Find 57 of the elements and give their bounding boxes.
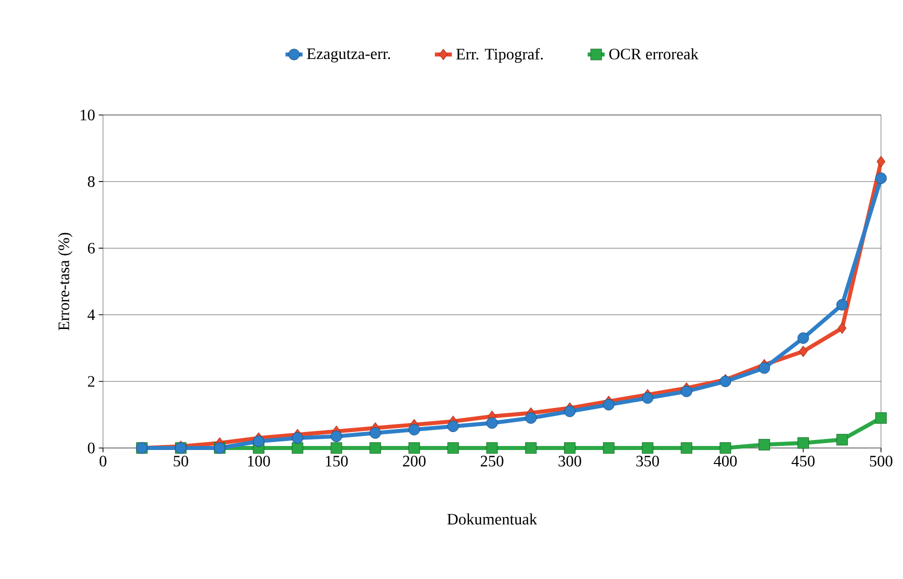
x-tick-label: 350 (636, 456, 659, 467)
x-tick-label: 150 (326, 456, 348, 467)
y-tick-label: 4 (88, 310, 95, 320)
point (875, 172, 887, 184)
x-tick-label: 100 (248, 456, 270, 467)
x-tick-label: 500 (870, 456, 892, 467)
point (720, 442, 732, 454)
point (252, 436, 264, 448)
y-tick-label: 0 (88, 442, 95, 454)
point (680, 442, 692, 454)
point (447, 420, 459, 432)
y-tick-label: 2 (88, 376, 94, 387)
point (797, 437, 809, 449)
x-tick-label: 450 (792, 456, 815, 467)
point (758, 362, 770, 374)
x-tick-label: 0 (100, 456, 106, 467)
point (408, 424, 420, 436)
point (486, 442, 498, 454)
point (798, 346, 808, 358)
y-axis-title: Errore-tasa (%) (58, 232, 72, 330)
point (408, 442, 420, 454)
point (330, 430, 342, 442)
point (564, 406, 576, 418)
x-tick-label: 250 (480, 456, 504, 467)
point (564, 442, 576, 454)
point (680, 386, 692, 398)
point (642, 392, 654, 404)
x-tick-label: 300 (558, 456, 582, 467)
legend-label: Ezagutza-err. (306, 48, 390, 62)
y-tick-label: 8 (88, 176, 95, 187)
x-tick-label: 400 (714, 456, 737, 467)
point (836, 434, 848, 446)
point (525, 442, 537, 454)
point (836, 299, 848, 311)
point (602, 442, 614, 454)
point (525, 412, 537, 424)
legend-label: Err. Tipograf. (456, 48, 543, 63)
point (838, 322, 846, 334)
legend-label: OCR erroreak (609, 48, 698, 60)
point (292, 442, 304, 454)
point (330, 442, 342, 454)
point (876, 156, 886, 168)
y-tick-label: 6 (88, 242, 95, 254)
point (292, 432, 304, 444)
point (875, 412, 887, 424)
point (797, 332, 809, 344)
point (602, 398, 614, 410)
point (370, 442, 382, 454)
x-tick-label: 50 (174, 456, 188, 467)
point (642, 442, 654, 454)
y-tick-label: 10 (80, 110, 95, 120)
x-axis-title: Dokumentuak (447, 513, 538, 525)
point (447, 442, 459, 454)
point (486, 417, 498, 429)
x-tick-label: 200 (402, 456, 426, 467)
point (758, 438, 770, 450)
point (370, 427, 382, 439)
